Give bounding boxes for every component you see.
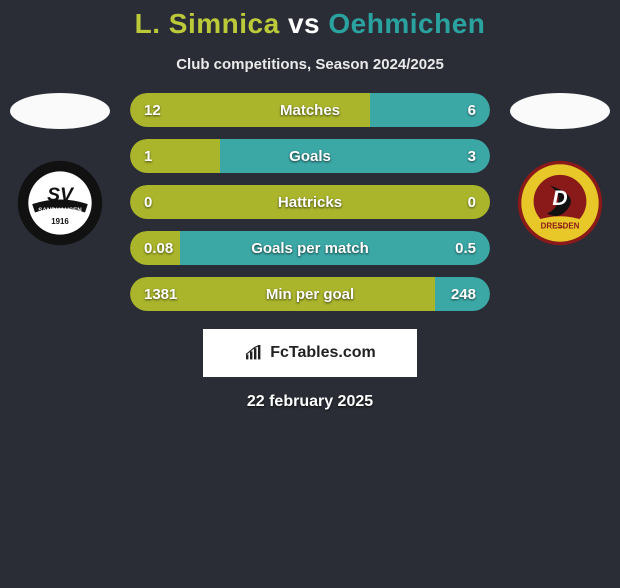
sandhausen-badge-icon: SV SANDHAUSEN 1916 <box>15 159 105 247</box>
stat-value-right: 0.5 <box>420 240 490 257</box>
stat-label: Goals <box>200 148 420 165</box>
stat-bar: 1Goals3 <box>130 139 490 173</box>
stat-value-right: 248 <box>420 286 490 303</box>
stat-value-left: 1381 <box>130 286 200 303</box>
stat-bar: 12Matches6 <box>130 93 490 127</box>
player2-column: D DRESDEN <box>500 93 620 247</box>
stats-column: 12Matches6 1Goals3 0Hattricks0 0.08Goals pe… <box>130 93 490 311</box>
player2-name: Oehmichen <box>328 8 485 39</box>
stat-value-left: 1 <box>130 148 200 165</box>
stat-label: Min per goal <box>200 286 420 303</box>
content-row: SV SANDHAUSEN 1916 12Matches6 1Goals3 0Hat… <box>0 93 620 311</box>
vs-text: vs <box>288 8 320 39</box>
stat-bar: 0.08Goals per match0.5 <box>130 231 490 265</box>
svg-text:1916: 1916 <box>51 217 69 226</box>
subtitle: Club competitions, Season 2024/2025 <box>0 56 620 73</box>
stat-value-left: 12 <box>130 102 200 119</box>
stat-value-right: 3 <box>420 148 490 165</box>
svg-text:SANDHAUSEN: SANDHAUSEN <box>38 207 82 214</box>
chart-icon <box>244 345 264 361</box>
comparison-card: L. Simnica vs Oehmichen Club competition… <box>0 8 620 411</box>
stat-value-left: 0.08 <box>130 240 200 257</box>
player1-name: L. Simnica <box>135 8 280 39</box>
player2-avatar <box>510 93 610 129</box>
dynamo-badge-icon: D DRESDEN <box>515 159 605 247</box>
stat-label: Matches <box>200 102 420 119</box>
player1-column: SV SANDHAUSEN 1916 <box>0 93 120 247</box>
stat-bar: 1381Min per goal248 <box>130 277 490 311</box>
page-title: L. Simnica vs Oehmichen <box>0 8 620 40</box>
svg-text:D: D <box>552 187 567 210</box>
stat-label: Hattricks <box>200 194 420 211</box>
stat-value-left: 0 <box>130 194 200 211</box>
stat-label: Goals per match <box>200 240 420 257</box>
player2-club-badge: D DRESDEN <box>515 159 605 247</box>
player1-avatar <box>10 93 110 129</box>
stat-value-right: 6 <box>420 102 490 119</box>
watermark-text: FcTables.com <box>270 344 376 362</box>
svg-text:DRESDEN: DRESDEN <box>541 222 580 231</box>
player1-club-badge: SV SANDHAUSEN 1916 <box>15 159 105 247</box>
watermark: FcTables.com <box>203 329 417 377</box>
stat-value-right: 0 <box>420 194 490 211</box>
date: 22 february 2025 <box>0 393 620 411</box>
stat-bar: 0Hattricks0 <box>130 185 490 219</box>
